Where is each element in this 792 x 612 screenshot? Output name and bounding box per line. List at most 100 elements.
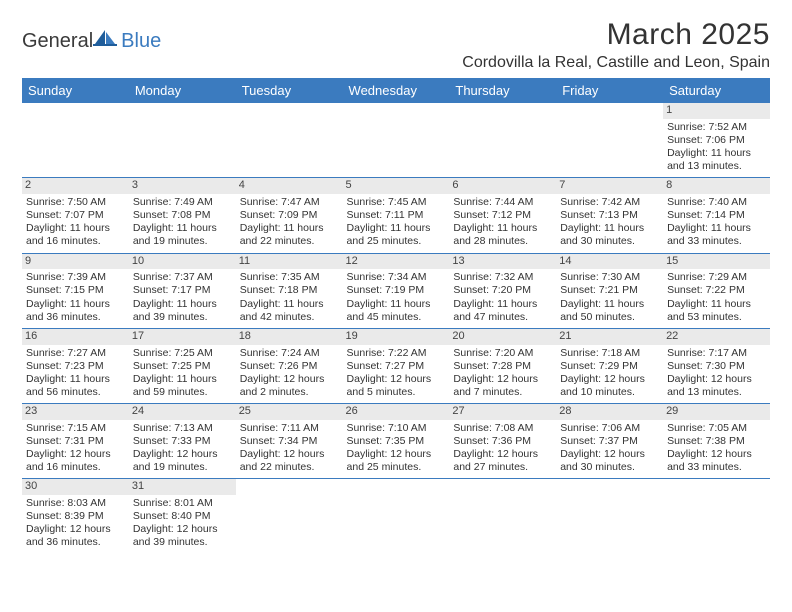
day-sunset: Sunset: 7:34 PM bbox=[240, 435, 339, 448]
day-day2: and 25 minutes. bbox=[347, 235, 446, 248]
day-sunrise: Sunrise: 8:03 AM bbox=[26, 497, 125, 510]
calendar-day-cell: 6Sunrise: 7:44 AMSunset: 7:12 PMDaylight… bbox=[449, 178, 556, 253]
day-number: 10 bbox=[129, 254, 236, 270]
day-day2: and 19 minutes. bbox=[133, 461, 232, 474]
day-day1: Daylight: 11 hours bbox=[133, 298, 232, 311]
day-sunrise: Sunrise: 7:35 AM bbox=[240, 271, 339, 284]
day-number: 25 bbox=[236, 404, 343, 420]
calendar-empty-cell bbox=[129, 103, 236, 178]
calendar-empty-cell bbox=[556, 479, 663, 554]
calendar-header-row: SundayMondayTuesdayWednesdayThursdayFrid… bbox=[22, 78, 770, 103]
calendar-table: SundayMondayTuesdayWednesdayThursdayFrid… bbox=[22, 78, 770, 554]
day-day2: and 33 minutes. bbox=[667, 235, 766, 248]
day-day2: and 36 minutes. bbox=[26, 311, 125, 324]
calendar-empty-cell bbox=[556, 103, 663, 178]
day-sunset: Sunset: 7:31 PM bbox=[26, 435, 125, 448]
calendar-week-row: 2Sunrise: 7:50 AMSunset: 7:07 PMDaylight… bbox=[22, 178, 770, 253]
day-day1: Daylight: 11 hours bbox=[560, 222, 659, 235]
calendar-week-row: 23Sunrise: 7:15 AMSunset: 7:31 PMDayligh… bbox=[22, 404, 770, 479]
day-day1: Daylight: 11 hours bbox=[133, 373, 232, 386]
day-day2: and 19 minutes. bbox=[133, 235, 232, 248]
day-day1: Daylight: 12 hours bbox=[453, 448, 552, 461]
day-day2: and 10 minutes. bbox=[560, 386, 659, 399]
day-sunrise: Sunrise: 7:20 AM bbox=[453, 347, 552, 360]
day-sunrise: Sunrise: 7:11 AM bbox=[240, 422, 339, 435]
day-sunset: Sunset: 7:17 PM bbox=[133, 284, 232, 297]
day-number: 28 bbox=[556, 404, 663, 420]
day-sunrise: Sunrise: 7:22 AM bbox=[347, 347, 446, 360]
day-day1: Daylight: 11 hours bbox=[347, 222, 446, 235]
day-sunrise: Sunrise: 7:40 AM bbox=[667, 196, 766, 209]
day-number: 22 bbox=[663, 329, 770, 345]
day-day2: and 39 minutes. bbox=[133, 536, 232, 549]
calendar-empty-cell bbox=[343, 479, 450, 554]
day-day2: and 50 minutes. bbox=[560, 311, 659, 324]
logo-text-main: General bbox=[22, 30, 93, 53]
month-title: March 2025 bbox=[462, 18, 770, 52]
title-block: March 2025 Cordovilla la Real, Castille … bbox=[462, 18, 770, 72]
calendar-day-cell: 21Sunrise: 7:18 AMSunset: 7:29 PMDayligh… bbox=[556, 328, 663, 403]
day-sunrise: Sunrise: 7:15 AM bbox=[26, 422, 125, 435]
calendar-day-cell: 23 Sunrise: 7:15 AMSunset: 7:31 PMDayligh… bbox=[22, 404, 129, 479]
page-header: General Blue March 2025 Cordovilla la Re… bbox=[22, 18, 770, 72]
day-day2: and 7 minutes. bbox=[453, 386, 552, 399]
calendar-week-row: 30Sunrise: 8:03 AMSunset: 8:39 PMDayligh… bbox=[22, 479, 770, 554]
day-number: 7 bbox=[556, 178, 663, 194]
day-sunset: Sunset: 7:14 PM bbox=[667, 209, 766, 222]
calendar-day-cell: 27Sunrise: 7:08 AMSunset: 7:36 PMDayligh… bbox=[449, 404, 556, 479]
day-day2: and 13 minutes. bbox=[667, 386, 766, 399]
day-number: 6 bbox=[449, 178, 556, 194]
weekday-header: Wednesday bbox=[343, 78, 450, 103]
day-sunrise: Sunrise: 7:25 AM bbox=[133, 347, 232, 360]
day-number: 23 bbox=[22, 404, 129, 420]
day-sunset: Sunset: 7:12 PM bbox=[453, 209, 552, 222]
calendar-day-cell: 9Sunrise: 7:39 AMSunset: 7:15 PMDaylight… bbox=[22, 253, 129, 328]
day-day1: Daylight: 12 hours bbox=[133, 523, 232, 536]
day-sunrise: Sunrise: 7:50 AM bbox=[26, 196, 125, 209]
calendar-empty-cell bbox=[449, 103, 556, 178]
day-sunrise: Sunrise: 7:32 AM bbox=[453, 271, 552, 284]
day-day1: Daylight: 11 hours bbox=[240, 222, 339, 235]
day-day2: and 33 minutes. bbox=[667, 461, 766, 474]
day-day1: Daylight: 11 hours bbox=[240, 298, 339, 311]
calendar-day-cell: 13Sunrise: 7:32 AMSunset: 7:20 PMDayligh… bbox=[449, 253, 556, 328]
calendar-day-cell: 20Sunrise: 7:20 AMSunset: 7:28 PMDayligh… bbox=[449, 328, 556, 403]
day-sunset: Sunset: 7:38 PM bbox=[667, 435, 766, 448]
day-sunrise: Sunrise: 7:24 AM bbox=[240, 347, 339, 360]
day-sunset: Sunset: 7:11 PM bbox=[347, 209, 446, 222]
day-day1: Daylight: 12 hours bbox=[667, 373, 766, 386]
day-number: 1 bbox=[663, 103, 770, 119]
day-number: 21 bbox=[556, 329, 663, 345]
calendar-day-cell: 10Sunrise: 7:37 AMSunset: 7:17 PMDayligh… bbox=[129, 253, 236, 328]
day-day2: and 30 minutes. bbox=[560, 461, 659, 474]
day-day1: Daylight: 11 hours bbox=[667, 222, 766, 235]
day-sunset: Sunset: 7:06 PM bbox=[667, 134, 766, 147]
day-sunset: Sunset: 7:28 PM bbox=[453, 360, 552, 373]
day-number: 17 bbox=[129, 329, 236, 345]
weekday-header: Friday bbox=[556, 78, 663, 103]
day-sunrise: Sunrise: 7:13 AM bbox=[133, 422, 232, 435]
calendar-day-cell: 12Sunrise: 7:34 AMSunset: 7:19 PMDayligh… bbox=[343, 253, 450, 328]
day-day2: and 27 minutes. bbox=[453, 461, 552, 474]
day-day2: and 53 minutes. bbox=[667, 311, 766, 324]
day-sunrise: Sunrise: 7:44 AM bbox=[453, 196, 552, 209]
day-sunrise: Sunrise: 7:37 AM bbox=[133, 271, 232, 284]
day-sunset: Sunset: 7:13 PM bbox=[560, 209, 659, 222]
sail-icon bbox=[93, 28, 119, 46]
logo: General Blue bbox=[22, 30, 161, 53]
day-day1: Daylight: 12 hours bbox=[26, 448, 125, 461]
calendar-day-cell: 14Sunrise: 7:30 AMSunset: 7:21 PMDayligh… bbox=[556, 253, 663, 328]
calendar-day-cell: 7Sunrise: 7:42 AMSunset: 7:13 PMDaylight… bbox=[556, 178, 663, 253]
day-day1: Daylight: 11 hours bbox=[667, 298, 766, 311]
calendar-empty-cell bbox=[449, 479, 556, 554]
day-sunrise: Sunrise: 7:49 AM bbox=[133, 196, 232, 209]
calendar-week-row: 16Sunrise: 7:27 AMSunset: 7:23 PMDayligh… bbox=[22, 328, 770, 403]
day-day2: and 59 minutes. bbox=[133, 386, 232, 399]
calendar-day-cell: 15Sunrise: 7:29 AMSunset: 7:22 PMDayligh… bbox=[663, 253, 770, 328]
day-number: 18 bbox=[236, 329, 343, 345]
calendar-day-cell: 19Sunrise: 7:22 AMSunset: 7:27 PMDayligh… bbox=[343, 328, 450, 403]
day-number: 30 bbox=[22, 479, 129, 495]
day-day1: Daylight: 12 hours bbox=[240, 373, 339, 386]
day-number: 2 bbox=[22, 178, 129, 194]
calendar-day-cell: 8Sunrise: 7:40 AMSunset: 7:14 PMDaylight… bbox=[663, 178, 770, 253]
